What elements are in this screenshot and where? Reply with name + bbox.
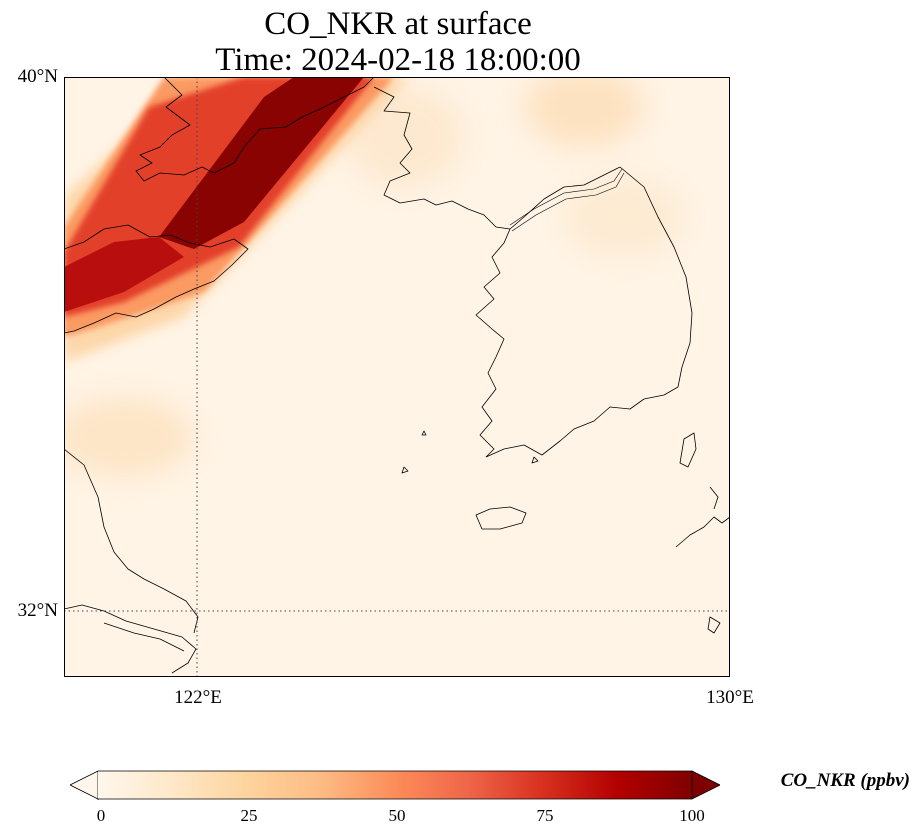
colorbar-tick-50: 50 <box>388 806 406 825</box>
diffuse-enhancement <box>64 77 684 477</box>
co-plume <box>64 77 409 362</box>
colorbar-tick-100: 100 <box>679 806 705 825</box>
colorbar-svg <box>69 770 721 803</box>
map-time-subtitle: Time: 2024-02-18 18:00:00 <box>215 42 581 78</box>
colorbar-label: CO_NKR (ppbv) <box>780 770 910 791</box>
lat-label-32n: 32°N <box>17 600 58 621</box>
colorbar-extend-min <box>69 770 99 800</box>
map-title: CO_NKR at surface <box>264 6 532 42</box>
colorbar-tick-0: 0 <box>96 806 106 825</box>
lon-label-130e: 130°E <box>706 687 754 708</box>
lon-label-122e: 122°E <box>174 687 222 708</box>
coastlines <box>64 77 730 674</box>
colorbar-extend-max <box>691 770 721 800</box>
colorbar-tick-25: 25 <box>240 806 258 825</box>
colorbar-gradient <box>98 771 692 799</box>
colorbar-tick-75: 75 <box>536 806 554 825</box>
lat-label-40n: 40°N <box>17 66 58 87</box>
colorbar <box>69 770 721 803</box>
gridlines <box>64 77 730 677</box>
map-panel <box>64 77 730 677</box>
concentration-map <box>64 77 730 677</box>
plume-core <box>159 77 364 249</box>
plume-core-west <box>64 237 184 312</box>
map-frame <box>64 77 730 677</box>
